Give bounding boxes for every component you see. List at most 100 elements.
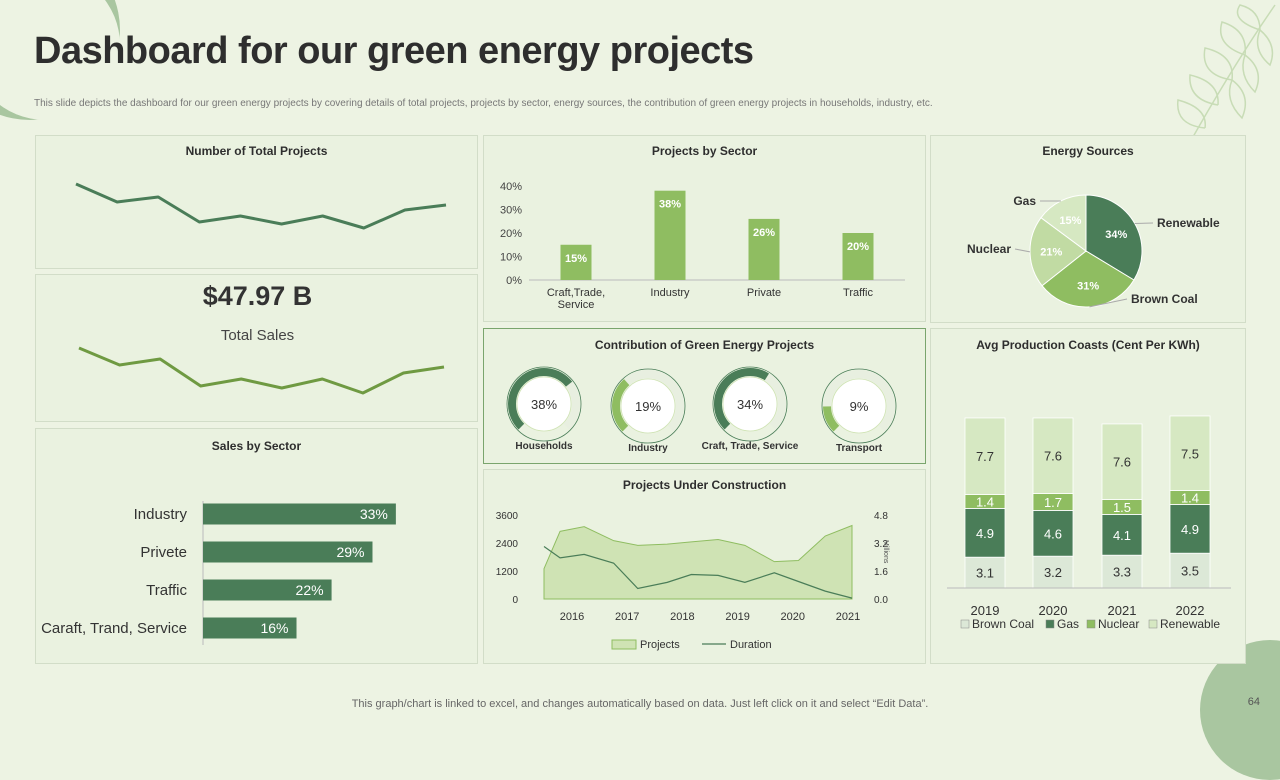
stack-data-label: 3.2: [1044, 565, 1062, 580]
y-tick-label: 20%: [500, 228, 522, 240]
page-number: 64: [1248, 696, 1260, 708]
sales-by-sector-chart[interactable]: 33% Industry 29% Privete 22% Traffic 16% Caraft…: [36, 429, 477, 663]
donut-category-label: Households: [515, 441, 573, 452]
hbar-category-label: Industry: [134, 506, 188, 523]
legend-label: Brown Coal: [972, 617, 1034, 631]
x-category-label: 2019: [971, 603, 1000, 618]
total-sales-trend-chart[interactable]: [36, 275, 477, 421]
stack-data-label: 7.7: [976, 449, 994, 464]
legend-swatch: [1149, 620, 1157, 628]
hbar-data-label: 29%: [336, 544, 364, 560]
category-label: Craft,Trade,: [547, 287, 605, 299]
legend-label: Nuclear: [1098, 617, 1139, 631]
legend-swatch: [1046, 620, 1054, 628]
total-projects-chart[interactable]: [36, 136, 477, 268]
stack-data-label: 1.4: [1181, 491, 1199, 506]
avg-production-chart[interactable]: 3.14.91.47.720193.24.61.77.620203.34.11.…: [931, 329, 1245, 663]
stack-data-label: 1.5: [1113, 500, 1131, 515]
donut-percent-label: 34%: [737, 397, 763, 412]
y-tick-label: 30%: [500, 205, 522, 217]
donut-percent-label: 19%: [635, 399, 661, 414]
left-axis-tick: 2400: [496, 539, 519, 550]
legend-swatch: [961, 620, 969, 628]
right-axis-tick: 1.6: [874, 567, 888, 578]
x-tick-label: 2019: [725, 611, 749, 623]
y-tick-label: 10%: [500, 252, 522, 264]
category-label: Service: [558, 299, 595, 311]
projects-by-sector-panel[interactable]: Projects by Sector 0%10%20%30%40%15%Craf…: [483, 135, 926, 322]
x-tick-label: 2018: [670, 611, 694, 623]
stack-data-label: 7.6: [1113, 455, 1131, 470]
stack-data-label: 1.7: [1044, 495, 1062, 510]
pie-category-label: Renewable: [1157, 216, 1220, 230]
total-projects-line: [76, 184, 446, 228]
projects-area: [544, 526, 852, 600]
pie-data-label: 21%: [1040, 247, 1062, 259]
avg-production-panel[interactable]: Avg Production Coasts (Cent Per KWh) 3.1…: [930, 328, 1246, 664]
category-label: Traffic: [843, 287, 873, 299]
pie-category-label: Brown Coal: [1131, 292, 1198, 306]
total-projects-panel[interactable]: Number of Total Projects: [35, 135, 478, 269]
x-category-label: 2021: [1108, 603, 1137, 618]
y-tick-label: 40%: [500, 181, 522, 193]
hbar-category-label: Traffic: [146, 582, 187, 599]
pie-data-label: 31%: [1077, 281, 1099, 293]
contribution-panel[interactable]: Contribution of Green Energy Projects 38…: [483, 328, 926, 464]
hbar-data-label: 22%: [296, 582, 324, 598]
legend-duration-label: Duration: [730, 639, 772, 651]
projects-by-sector-chart[interactable]: 0% 10% 20% 30% 40% 15% Craft,Trade,Service 38% I…: [484, 136, 925, 321]
right-axis-tick: 0.0: [874, 595, 888, 606]
legend-projects-swatch: [612, 640, 636, 649]
footer-note: This graph/chart is linked to excel, and…: [0, 698, 1280, 710]
page-subtitle: This slide depicts the dashboard for our…: [34, 98, 933, 109]
bar-data-label: 38%: [659, 199, 681, 211]
hbar-data-label: 33%: [360, 506, 388, 522]
pie-data-label: 34%: [1105, 229, 1127, 241]
hbar-category-label: Privete: [140, 544, 187, 561]
legend-projects-label: Projects: [640, 639, 680, 651]
y-tick-label: 0%: [506, 275, 522, 287]
stack-data-label: 7.6: [1044, 449, 1062, 464]
donut-category-label: Craft, Trade, Service: [702, 441, 799, 452]
donut-category-label: Industry: [628, 443, 668, 454]
stack-data-label: 3.3: [1113, 565, 1131, 580]
total-sales-panel[interactable]: $47.97 B Total Sales: [35, 274, 478, 422]
x-tick-label: 2016: [560, 611, 584, 623]
pie-leader-line: [1015, 249, 1030, 252]
x-tick-label: 2021: [836, 611, 860, 623]
left-axis-tick: 0: [512, 595, 518, 606]
category-label: Private: [747, 287, 781, 299]
hbar-category-label: Caraft, Trand, Service: [41, 620, 187, 637]
category-label: Industry: [650, 287, 690, 299]
stack-data-label: 4.9: [976, 526, 994, 541]
pie-category-label: Gas: [1013, 194, 1036, 208]
donut-category-label: Transport: [836, 443, 883, 454]
right-axis-tick: 4.8: [874, 511, 888, 522]
hbar-data-label: 16%: [260, 620, 288, 636]
x-category-label: 2020: [1039, 603, 1068, 618]
stack-data-label: 4.1: [1113, 528, 1131, 543]
left-axis-tick: 3600: [496, 511, 519, 522]
stack-data-label: 3.1: [976, 566, 994, 581]
x-tick-label: 2017: [615, 611, 639, 623]
stack-data-label: 1.4: [976, 494, 994, 509]
bar-data-label: 26%: [753, 227, 775, 239]
legend-label: Renewable: [1160, 617, 1220, 631]
stack-data-label: 3.5: [1181, 564, 1199, 579]
legend-swatch: [1087, 620, 1095, 628]
legend-label: Gas: [1057, 617, 1079, 631]
x-tick-label: 2020: [781, 611, 805, 623]
left-axis-tick: 1200: [496, 567, 519, 578]
stack-data-label: 4.9: [1181, 522, 1199, 537]
pie-data-label: 15%: [1059, 215, 1081, 227]
bar-data-label: 15%: [565, 253, 587, 265]
stack-data-label: 7.5: [1181, 446, 1199, 461]
x-category-label: 2022: [1176, 603, 1205, 618]
bar-data-label: 20%: [847, 241, 869, 253]
